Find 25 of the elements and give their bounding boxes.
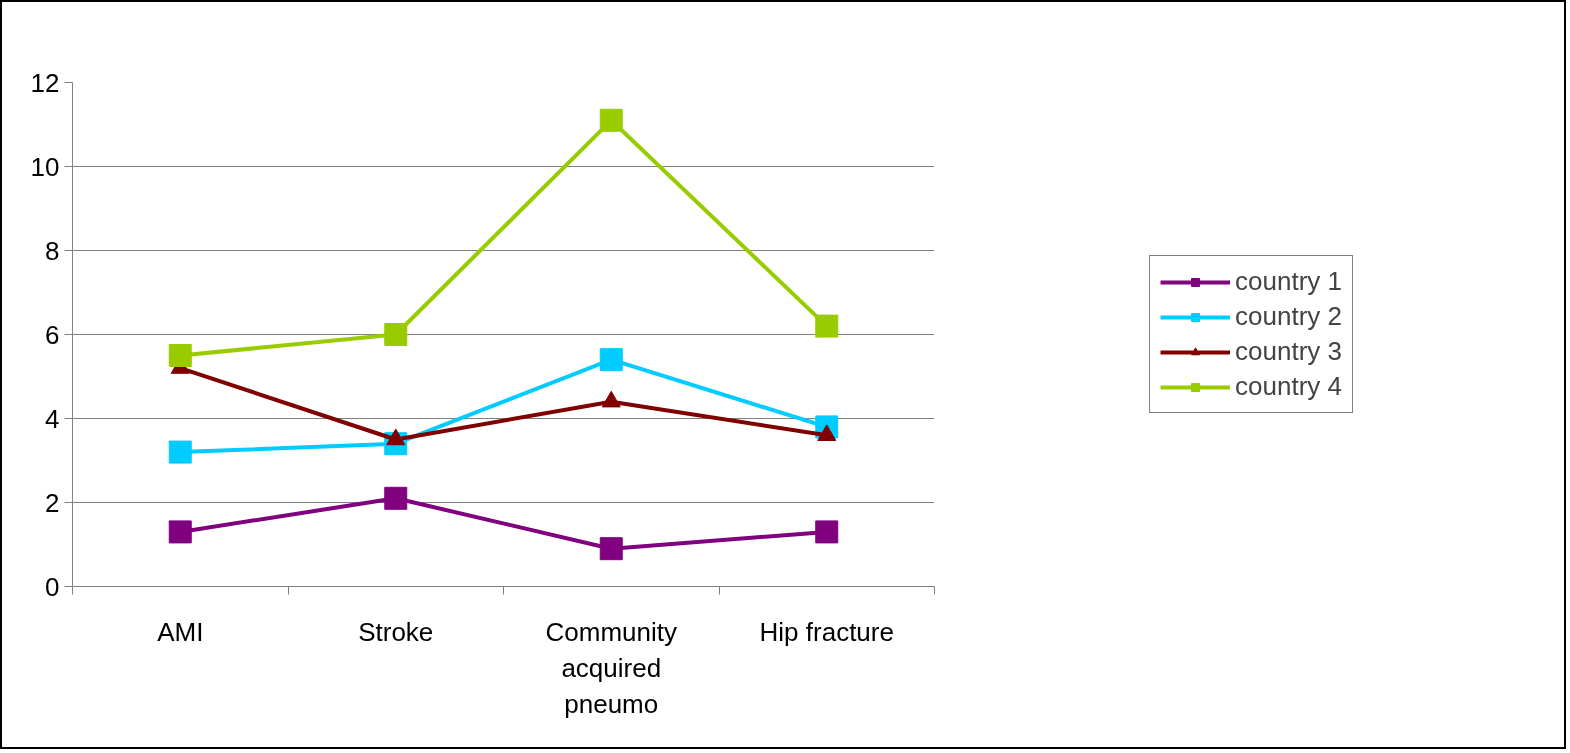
point: [815, 520, 839, 544]
x-tick-label: Hip fracture: [759, 616, 894, 647]
point: [384, 323, 408, 346]
y-tick-label: 4: [45, 403, 60, 434]
point: [168, 520, 192, 544]
legend-label: country 4: [1235, 371, 1342, 402]
legend-label: country 3: [1235, 336, 1342, 367]
y-tick-label: 2: [45, 487, 60, 518]
point: [815, 314, 839, 338]
x-tick-label: Stroke: [358, 616, 434, 647]
y-tick-label: 8: [45, 235, 60, 266]
y-tick-label: 12: [30, 67, 60, 98]
legend-label: country 2: [1235, 301, 1342, 332]
point: [599, 537, 623, 561]
legend-label: country 1: [1235, 266, 1342, 297]
point: [599, 348, 623, 372]
point: [168, 344, 192, 367]
point: [384, 486, 408, 510]
y-tick-label: 0: [45, 571, 60, 602]
y-tick-label: 6: [45, 319, 60, 350]
x-tick-label: Community acquired pneumo: [545, 616, 677, 719]
point: [599, 108, 623, 132]
point: [168, 440, 192, 464]
y-tick-label: 10: [30, 151, 60, 182]
x-tick-label: AMI: [157, 616, 204, 647]
